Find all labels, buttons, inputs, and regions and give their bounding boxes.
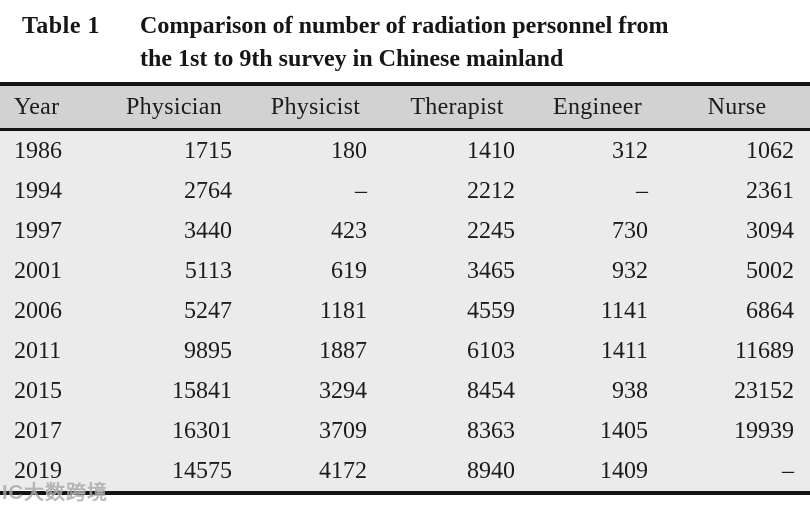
table-cell: 4559 (383, 291, 531, 331)
table-cell: – (531, 171, 664, 211)
table-title: Comparison of number of radiation person… (140, 10, 668, 76)
table-cell: 2212 (383, 171, 531, 211)
column-header-engineer: Engineer (531, 84, 664, 131)
column-header-nurse: Nurse (664, 84, 810, 131)
table-cell: 2015 (0, 371, 100, 411)
table-cell: 423 (248, 211, 383, 251)
table-cell: 9895 (100, 331, 248, 371)
table-row: 2015 15841 3294 8454 938 23152 (0, 371, 810, 411)
table-cell: 5002 (664, 251, 810, 291)
table-row: 1986 1715 180 1410 312 1062 (0, 129, 810, 171)
column-header-physician: Physician (100, 84, 248, 131)
table-cell: 3465 (383, 251, 531, 291)
table-row: 2017 16301 3709 8363 1405 19939 (0, 411, 810, 451)
table-cell: 1994 (0, 171, 100, 211)
table-cell: 932 (531, 251, 664, 291)
table-caption: Table 1 Comparison of number of radiatio… (0, 0, 810, 76)
column-header-therapist: Therapist (383, 84, 531, 131)
table-cell: 1062 (664, 129, 810, 171)
radiation-personnel-table: Year Physician Physicist Therapist Engin… (0, 82, 810, 495)
table-cell: 15841 (100, 371, 248, 411)
table-cell: 6864 (664, 291, 810, 331)
table-cell: 1141 (531, 291, 664, 331)
table-cell: 1410 (383, 129, 531, 171)
table-cell: 1409 (531, 451, 664, 493)
table-row: 1997 3440 423 2245 730 3094 (0, 211, 810, 251)
table-title-line-1: Comparison of number of radiation person… (140, 13, 669, 39)
table-cell: 8363 (383, 411, 531, 451)
table-cell: 2001 (0, 251, 100, 291)
table-cell: 1997 (0, 211, 100, 251)
table-cell: 16301 (100, 411, 248, 451)
table-cell: 2361 (664, 171, 810, 211)
table-cell: 619 (248, 251, 383, 291)
table-cell: 1887 (248, 331, 383, 371)
table-cell: 312 (531, 129, 664, 171)
table-cell: 2017 (0, 411, 100, 451)
table-cell: 23152 (664, 371, 810, 411)
column-header-year: Year (0, 84, 100, 131)
table-cell: 2011 (0, 331, 100, 371)
table-cell: 3709 (248, 411, 383, 451)
table-cell: 2764 (100, 171, 248, 211)
table-cell: 19939 (664, 411, 810, 451)
site-watermark: IC大数跨境 (2, 482, 108, 504)
table-cell: 8454 (383, 371, 531, 411)
table-row: 2001 5113 619 3465 932 5002 (0, 251, 810, 291)
table-row: 2019 14575 4172 8940 1409 – (0, 451, 810, 493)
table-cell: 938 (531, 371, 664, 411)
table-header-row: Year Physician Physicist Therapist Engin… (0, 84, 810, 131)
table-cell: 3440 (100, 211, 248, 251)
table-cell: 6103 (383, 331, 531, 371)
table-cell: – (248, 171, 383, 211)
table-cell: 2006 (0, 291, 100, 331)
table-cell: 4172 (248, 451, 383, 493)
table-cell: 3294 (248, 371, 383, 411)
table-cell: 5247 (100, 291, 248, 331)
column-header-physicist: Physicist (248, 84, 383, 131)
table-cell: 1986 (0, 129, 100, 171)
table-cell: 1405 (531, 411, 664, 451)
table-cell: 730 (531, 211, 664, 251)
table-cell: 2245 (383, 211, 531, 251)
table-title-line-2: the 1st to 9th survey in Chinese mainlan… (140, 46, 564, 72)
table-cell: 5113 (100, 251, 248, 291)
table-row: 2011 9895 1887 6103 1411 11689 (0, 331, 810, 371)
table-cell: 2019 (0, 451, 100, 493)
table-cell: 1411 (531, 331, 664, 371)
table-cell: 14575 (100, 451, 248, 493)
table-row: 2006 5247 1181 4559 1141 6864 (0, 291, 810, 331)
table-cell: 180 (248, 129, 383, 171)
table-number-label: Table 1 (22, 13, 100, 39)
table-cell: 3094 (664, 211, 810, 251)
table-cell: 1181 (248, 291, 383, 331)
table-cell: – (664, 451, 810, 493)
table-row: 1994 2764 – 2212 – 2361 (0, 171, 810, 211)
table-cell: 11689 (664, 331, 810, 371)
table-cell: 1715 (100, 129, 248, 171)
table-cell: 8940 (383, 451, 531, 493)
